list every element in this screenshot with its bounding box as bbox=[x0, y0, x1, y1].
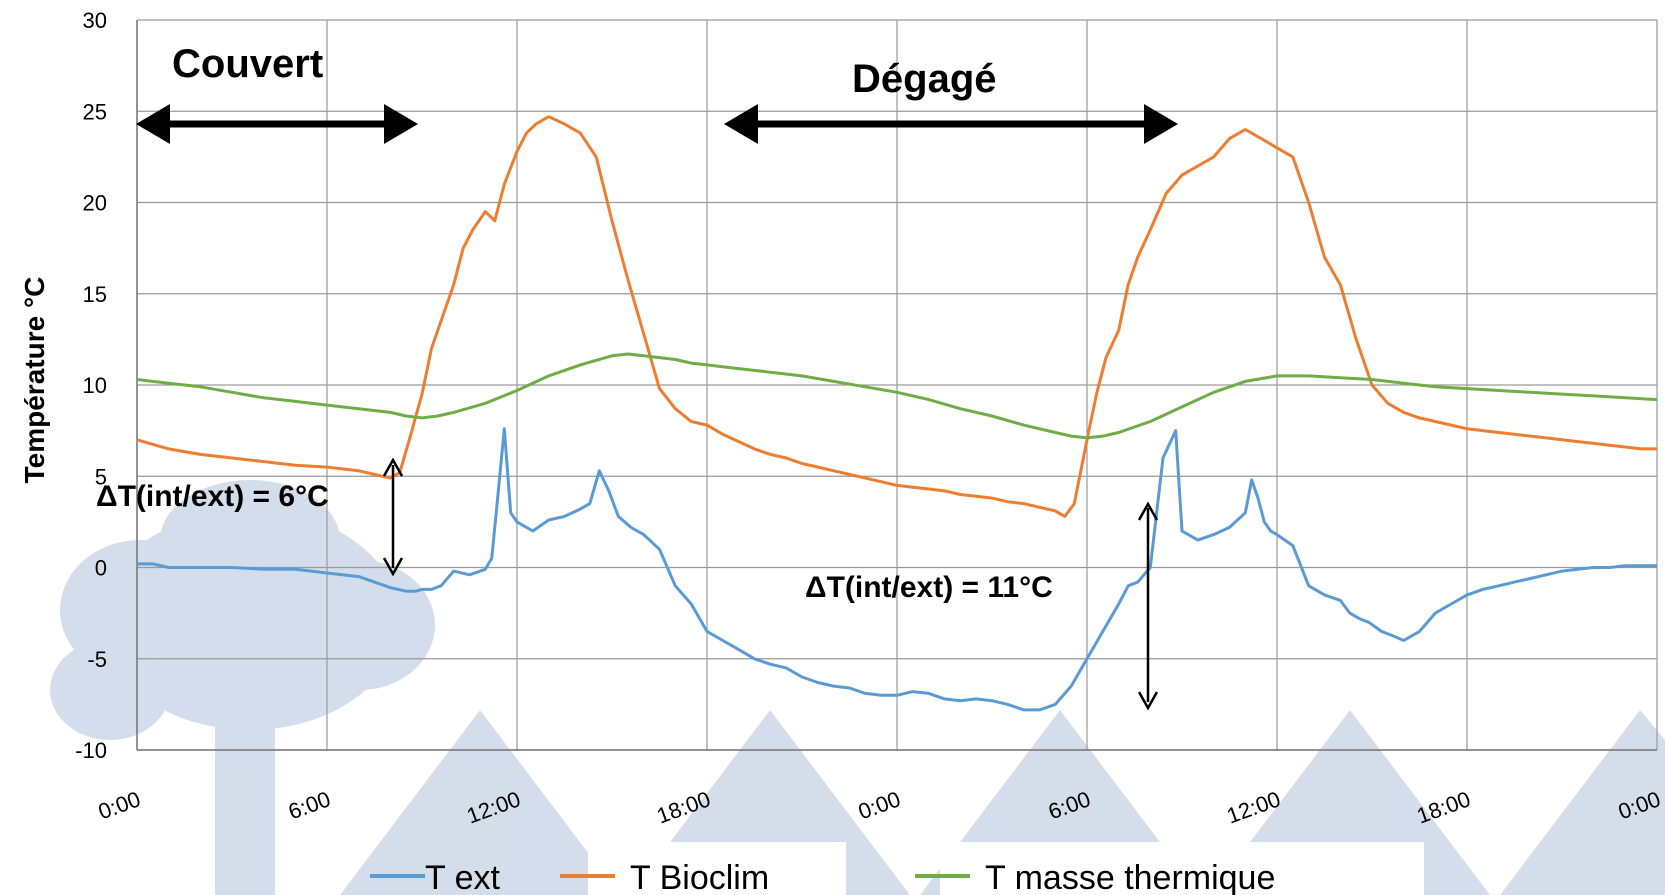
y-tick-label: 25 bbox=[83, 99, 107, 124]
y-tick-label: 15 bbox=[83, 282, 107, 307]
legend: T ext T Bioclim T masse thermique bbox=[370, 842, 1424, 895]
y-tick-label: 30 bbox=[83, 8, 107, 33]
annotations: Couvert Dégagé ΔT(int/ext) = 6°C ΔT(int/… bbox=[96, 42, 1178, 711]
legend-label-2: T Bioclim bbox=[630, 859, 769, 895]
degage-label: Dégagé bbox=[852, 57, 997, 101]
y-tick-label: 10 bbox=[83, 373, 107, 398]
legend-box-2 bbox=[940, 842, 1424, 895]
y-tick-label: 20 bbox=[83, 191, 107, 216]
x-tick-label: 18:00 bbox=[1413, 786, 1473, 828]
y-tick-label: -5 bbox=[87, 647, 107, 672]
legend-label-3: T masse thermique bbox=[985, 859, 1275, 895]
series-line-2 bbox=[136, 115, 1657, 518]
delta2-arrow bbox=[1137, 501, 1159, 711]
y-tick-labels: -10 -5 0 5 10 15 20 25 30 bbox=[75, 8, 107, 763]
y-tick-label: -10 bbox=[75, 738, 107, 763]
delta2-label: ΔT(int/ext) = 11°C bbox=[805, 571, 1053, 604]
legend-box-1 bbox=[588, 842, 846, 895]
series-line-1 bbox=[137, 427, 1657, 712]
x-tick-label: 0:00 bbox=[95, 786, 144, 824]
x-tick-label: 0:00 bbox=[855, 786, 904, 824]
legend-label-1: T ext bbox=[425, 859, 501, 895]
series-lines bbox=[136, 115, 1658, 712]
delta1-label: ΔT(int/ext) = 6°C bbox=[96, 480, 329, 513]
degage-arrow bbox=[724, 104, 1178, 144]
series-line-3 bbox=[136, 352, 1658, 440]
tree-watermark bbox=[50, 480, 1665, 895]
y-tick-label: 5 bbox=[95, 464, 107, 489]
x-tick-labels: 0:00 6:00 12:00 18:00 0:00 6:00 12:00 18:00 0:00 bbox=[95, 786, 1664, 828]
y-axis-label: Température °C bbox=[19, 277, 50, 484]
x-tick-label: 6:00 bbox=[285, 786, 334, 824]
delta1-arrow bbox=[382, 457, 404, 577]
couvert-arrow bbox=[136, 104, 418, 144]
y-tick-label: 0 bbox=[95, 556, 107, 581]
couvert-label: Couvert bbox=[172, 42, 323, 86]
axes bbox=[136, 20, 1657, 751]
